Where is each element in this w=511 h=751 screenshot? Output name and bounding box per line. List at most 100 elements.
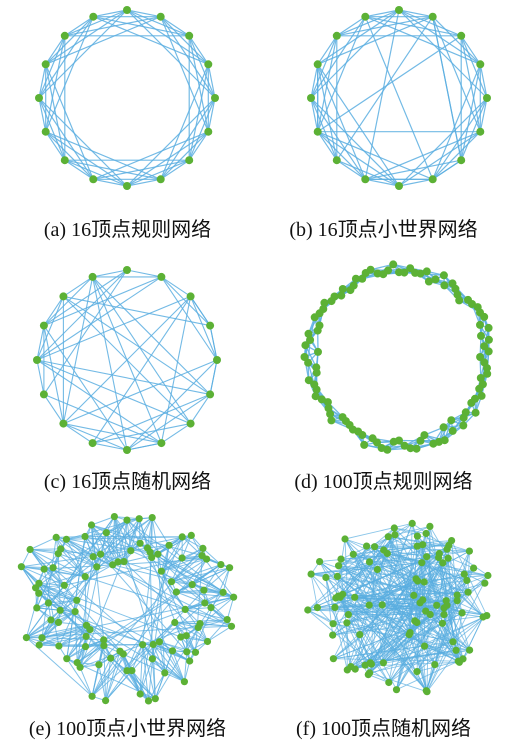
node	[157, 273, 165, 281]
node	[335, 562, 342, 569]
node	[391, 524, 398, 531]
node	[185, 32, 193, 40]
caption-d: (d) 100顶点规则网络	[256, 470, 511, 494]
node	[330, 620, 337, 627]
node	[314, 60, 322, 68]
node	[72, 608, 79, 615]
node	[61, 156, 69, 164]
panel-c: (c) 16顶点随机网络	[0, 252, 255, 500]
node	[367, 266, 375, 274]
node	[314, 348, 322, 356]
node	[158, 568, 165, 575]
node	[423, 530, 430, 537]
edge	[93, 443, 127, 450]
node	[228, 623, 235, 630]
edge	[44, 270, 127, 326]
node	[181, 678, 188, 685]
node	[343, 619, 350, 626]
edge	[399, 10, 480, 64]
network-graph-a	[0, 0, 255, 215]
node	[419, 541, 426, 548]
node	[107, 655, 114, 662]
node	[467, 399, 475, 407]
edge	[433, 98, 487, 179]
node	[185, 156, 193, 164]
node	[477, 332, 485, 340]
node	[366, 558, 373, 565]
node	[307, 94, 315, 102]
node	[204, 60, 212, 68]
node	[123, 182, 131, 190]
edge	[46, 17, 94, 65]
node	[350, 551, 357, 558]
node	[100, 636, 107, 643]
node	[305, 376, 313, 384]
edge	[37, 277, 161, 360]
network-graph-f	[256, 503, 511, 718]
caption-b: (b) 16顶点小世界网络	[256, 218, 511, 242]
node	[59, 292, 67, 300]
node	[136, 515, 143, 522]
node	[476, 321, 484, 329]
node	[195, 624, 202, 631]
node	[200, 587, 207, 594]
panel-a: (a) 16顶点规则网络	[0, 0, 255, 248]
node	[203, 556, 210, 563]
node	[459, 422, 467, 430]
node	[61, 32, 69, 40]
node	[480, 313, 488, 321]
node	[475, 385, 483, 393]
node	[460, 414, 468, 422]
node	[312, 363, 320, 371]
nodes	[35, 6, 219, 190]
edge	[161, 277, 217, 360]
node	[439, 559, 446, 566]
node	[74, 659, 81, 666]
node	[380, 659, 387, 666]
node	[331, 293, 339, 301]
node	[53, 534, 60, 541]
node	[314, 604, 321, 611]
node	[465, 589, 472, 596]
edge	[345, 523, 412, 539]
node	[485, 324, 493, 332]
node	[367, 659, 374, 666]
node	[433, 602, 440, 609]
node	[439, 620, 446, 627]
node	[447, 416, 455, 424]
node	[149, 655, 156, 662]
node	[411, 617, 418, 624]
node	[421, 643, 428, 650]
node	[177, 633, 184, 640]
node	[481, 580, 488, 587]
node	[341, 535, 348, 542]
node	[40, 390, 48, 398]
caption-c: (c) 16顶点随机网络	[0, 470, 255, 494]
node	[206, 390, 214, 398]
node	[457, 156, 465, 164]
node	[230, 594, 237, 601]
edge	[433, 17, 481, 65]
node	[440, 271, 448, 279]
node	[150, 641, 157, 648]
node	[90, 553, 97, 560]
node	[23, 634, 30, 641]
node	[89, 693, 96, 700]
node	[453, 647, 460, 654]
node	[40, 322, 48, 330]
node	[414, 533, 421, 540]
node	[459, 655, 466, 662]
node	[157, 439, 165, 447]
node	[440, 281, 448, 289]
node	[57, 607, 64, 614]
node	[369, 434, 377, 442]
node	[337, 292, 345, 300]
node	[427, 611, 434, 618]
node	[344, 666, 351, 673]
edge	[46, 10, 127, 64]
node	[314, 128, 322, 136]
node	[157, 175, 165, 183]
edge	[39, 98, 93, 179]
node	[301, 353, 309, 361]
node	[123, 517, 130, 524]
